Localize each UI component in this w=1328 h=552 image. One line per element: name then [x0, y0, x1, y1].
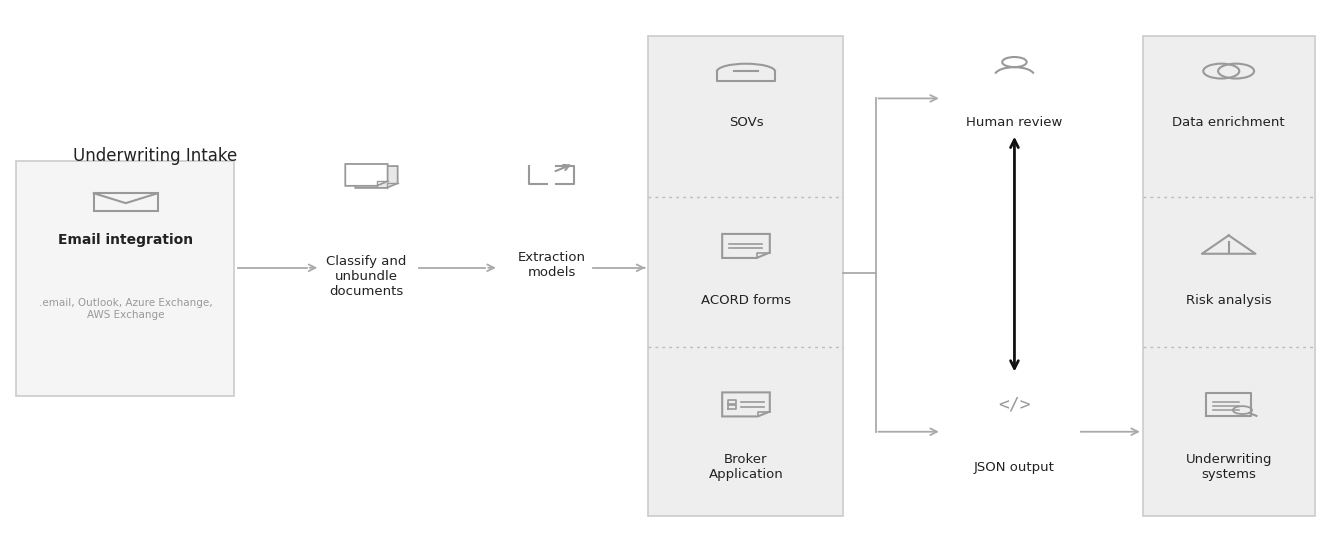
Text: Email integration: Email integration [58, 233, 194, 247]
Text: Human review: Human review [967, 116, 1062, 130]
Text: Underwriting
systems: Underwriting systems [1186, 453, 1272, 481]
Text: JSON output: JSON output [973, 461, 1054, 474]
FancyBboxPatch shape [16, 161, 234, 396]
Text: </>: </> [999, 395, 1031, 413]
Text: Risk analysis: Risk analysis [1186, 294, 1271, 307]
Text: .email, Outlook, Azure Exchange,
AWS Exchange: .email, Outlook, Azure Exchange, AWS Exc… [39, 298, 212, 320]
Polygon shape [356, 166, 397, 188]
Text: Broker
Application: Broker Application [709, 453, 784, 481]
Bar [94, 193, 158, 211]
Text: Underwriting Intake: Underwriting Intake [73, 147, 236, 165]
FancyBboxPatch shape [1142, 35, 1315, 517]
FancyBboxPatch shape [648, 35, 842, 517]
Text: ACORD forms: ACORD forms [701, 294, 791, 307]
Polygon shape [345, 164, 388, 186]
Text: Classify and
unbundle
documents: Classify and unbundle documents [327, 254, 406, 298]
Text: SOVs: SOVs [729, 116, 764, 130]
Text: Extraction
models: Extraction models [518, 251, 586, 279]
Text: Data enrichment: Data enrichment [1173, 116, 1286, 130]
